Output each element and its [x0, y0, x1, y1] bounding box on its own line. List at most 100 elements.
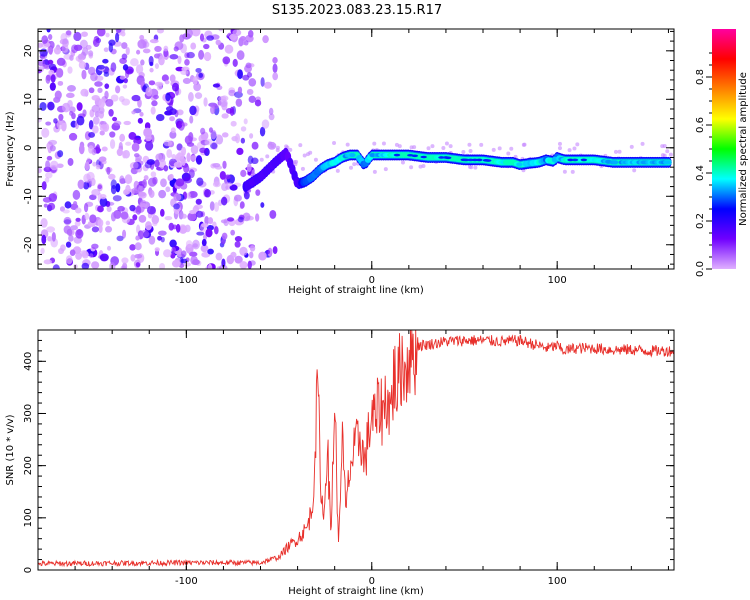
faint-cell — [348, 165, 353, 170]
noise-cell — [46, 226, 55, 233]
ridge-cell — [567, 158, 574, 162]
ridge-cell — [444, 156, 452, 160]
noise-cell — [177, 55, 182, 65]
noise-cell — [164, 216, 173, 221]
y-tick-label: 0 — [23, 145, 34, 151]
noise-cell — [243, 118, 248, 125]
noise-cell — [95, 164, 101, 170]
noise-cell — [181, 157, 186, 166]
noise-cell — [148, 189, 155, 198]
noise-cell — [255, 213, 260, 222]
ridge-cell — [580, 158, 588, 162]
noise-cell — [119, 175, 125, 185]
noise-cell — [63, 216, 72, 226]
noise-cell — [145, 86, 153, 97]
colorbar-label: Normalized spectral amplitude — [738, 72, 749, 226]
noise-cell — [154, 81, 164, 87]
noise-cell — [188, 92, 194, 102]
noise-cell — [145, 221, 152, 231]
noise-cell — [139, 111, 144, 117]
noise-cell — [97, 205, 104, 213]
noise-cell — [135, 235, 140, 241]
noise-cell — [46, 29, 51, 33]
noise-cell — [67, 99, 73, 109]
y-tick-label: -20 — [23, 237, 34, 253]
noise-cell — [182, 77, 192, 84]
noise-cell — [50, 74, 56, 83]
faint-cell — [275, 145, 280, 150]
noise-cell — [224, 174, 231, 180]
noise-cell — [91, 243, 99, 250]
faint-cell — [270, 143, 275, 148]
noise-cell — [149, 39, 159, 44]
noise-cell — [272, 63, 278, 74]
noise-cell — [75, 207, 82, 214]
noise-cell — [119, 133, 126, 142]
noise-cell — [61, 122, 67, 132]
noise-cell — [272, 57, 278, 64]
noise-cell — [263, 81, 272, 89]
noise-cell — [209, 201, 215, 211]
noise-cell — [248, 78, 257, 87]
noise-cell — [204, 138, 213, 146]
noise-cell — [143, 127, 153, 138]
noise-cell — [130, 58, 139, 67]
noise-cell — [99, 197, 108, 208]
noise-cell — [40, 42, 50, 48]
noise-cell — [104, 83, 110, 89]
figure-title: S135.2023.083.23.15.R17 — [272, 3, 442, 18]
ridge-cell — [665, 160, 672, 165]
noise-cell — [237, 216, 244, 223]
noise-cell — [137, 98, 142, 108]
noise-cell — [201, 238, 207, 247]
noise-cell — [78, 144, 85, 155]
colorbar-tick-label: 0.8 — [695, 69, 706, 85]
noise-cell — [115, 32, 120, 43]
noise-cell — [169, 239, 177, 248]
noise-cell — [186, 142, 195, 147]
noise-cell — [251, 141, 259, 150]
noise-cell — [169, 74, 176, 83]
noise-cell — [64, 201, 72, 209]
faint-cell — [467, 164, 472, 169]
noise-cell — [52, 264, 60, 269]
noise-cell — [67, 66, 73, 74]
noise-cell — [135, 262, 141, 268]
noise-cell — [100, 123, 108, 129]
faint-cell — [345, 142, 350, 147]
ridge-cell — [571, 158, 579, 162]
noise-cell — [153, 53, 161, 59]
noise-cell — [45, 121, 52, 126]
noise-cell — [234, 241, 241, 248]
noise-cell — [200, 127, 206, 135]
noise-cell — [251, 157, 259, 165]
noise-cell — [219, 170, 227, 180]
noise-cell — [196, 177, 204, 187]
colorbar-tick-label: 0.6 — [695, 117, 706, 133]
noise-cell — [175, 223, 181, 233]
noise-cell — [221, 132, 229, 138]
noise-cell — [180, 258, 188, 264]
ridge-cell — [369, 152, 376, 158]
noise-cell — [157, 29, 164, 34]
noise-cell — [84, 212, 90, 221]
noise-cell — [183, 262, 191, 267]
noise-cell — [163, 249, 172, 258]
faint-cell — [383, 167, 388, 172]
faint-cell — [409, 165, 414, 170]
x-tick-label: -100 — [175, 576, 198, 587]
noise-cell — [230, 251, 237, 258]
noise-cell — [99, 130, 105, 136]
ridge-cell — [611, 160, 619, 165]
noise-cell — [105, 98, 114, 107]
faint-cell — [409, 145, 414, 150]
noise-cell — [181, 213, 187, 219]
x-tick-label: 100 — [548, 576, 567, 587]
noise-cell — [70, 225, 78, 231]
noise-cell — [125, 141, 132, 146]
faint-cell — [562, 169, 567, 174]
faint-cell — [294, 159, 299, 164]
noise-cell — [96, 29, 106, 37]
noise-cell — [149, 67, 154, 73]
noise-cell — [221, 113, 229, 119]
